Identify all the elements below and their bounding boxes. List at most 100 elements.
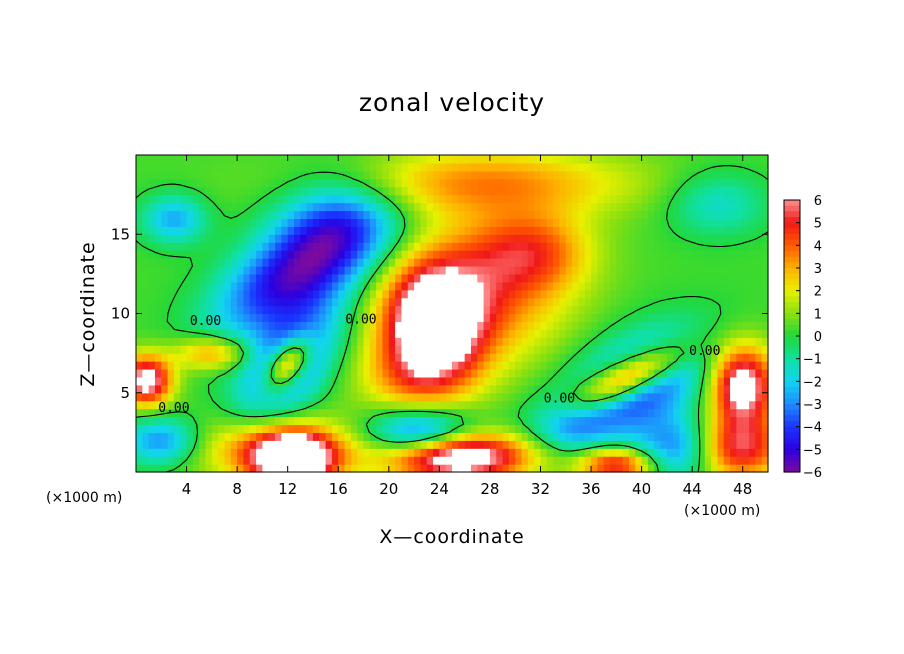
- field-cell: [376, 329, 384, 338]
- field-cell: [395, 162, 403, 172]
- field-cell: [527, 178, 535, 188]
- field-cell: [445, 258, 453, 267]
- field-cell: [603, 258, 611, 267]
- field-cell: [736, 408, 744, 418]
- field-cell: [483, 170, 491, 180]
- field-cell: [154, 210, 162, 219]
- field-cell: [654, 194, 662, 204]
- field-cell: [420, 265, 428, 275]
- field-cell: [641, 440, 649, 449]
- field-cell: [641, 368, 649, 378]
- field-cell: [673, 376, 681, 386]
- field-cell: [515, 265, 523, 275]
- field-cell: [591, 226, 598, 235]
- field-cell: [578, 265, 586, 275]
- field-cell: [357, 329, 365, 338]
- field-cell: [199, 218, 207, 227]
- field-cell: [635, 353, 643, 362]
- field-cell: [723, 194, 731, 204]
- field-cell: [167, 384, 175, 394]
- field-cell: [433, 170, 440, 180]
- field-cell: [319, 202, 327, 212]
- field-cell: [433, 361, 440, 370]
- field-cell: [591, 234, 598, 243]
- field-cell: [628, 321, 636, 330]
- field-cell: [142, 155, 150, 164]
- field-cell: [300, 368, 308, 378]
- field-cell: [230, 432, 238, 441]
- field-cell: [628, 464, 636, 473]
- field-cell: [199, 368, 207, 378]
- field-cell: [546, 440, 554, 449]
- field-cell: [344, 297, 352, 307]
- field-cell: [382, 456, 390, 465]
- field-cell: [180, 345, 188, 354]
- field-cell: [312, 456, 320, 465]
- field-cell: [704, 265, 712, 275]
- field-cell: [445, 329, 453, 338]
- field-cell: [502, 162, 510, 172]
- field-cell: [496, 448, 504, 457]
- field-cell: [603, 162, 611, 172]
- field-cell: [224, 218, 232, 227]
- colorbar-swatch: [784, 460, 800, 467]
- field-cell: [224, 155, 232, 164]
- field-cell: [154, 345, 162, 354]
- field-cell: [243, 194, 251, 204]
- field-cell: [319, 432, 327, 441]
- field-cell: [268, 242, 276, 251]
- field-cell: [470, 416, 478, 426]
- field-cell: [300, 258, 308, 267]
- field-cell: [407, 345, 415, 354]
- field-cell: [755, 329, 763, 338]
- field-cell: [420, 297, 428, 307]
- field-cell: [395, 186, 403, 196]
- field-cell: [470, 368, 478, 378]
- field-cell: [559, 162, 567, 172]
- field-cell: [180, 361, 188, 370]
- field-cell: [534, 226, 542, 235]
- field-cell: [388, 384, 396, 394]
- field-cell: [401, 392, 409, 402]
- field-cell: [559, 448, 567, 457]
- field-cell: [565, 408, 573, 418]
- field-cell: [401, 353, 409, 362]
- field-cell: [243, 265, 251, 275]
- field-cell: [597, 376, 605, 386]
- field-cell: [635, 361, 643, 370]
- field-cell: [578, 384, 586, 394]
- field-cell: [388, 345, 396, 354]
- field-cell: [237, 313, 245, 323]
- field-cell: [464, 361, 472, 370]
- field-cell: [306, 170, 314, 180]
- field-cell: [167, 202, 175, 212]
- field-cell: [666, 376, 674, 386]
- field-cell: [622, 392, 630, 402]
- field-cell: [192, 265, 200, 275]
- field-cell: [470, 218, 478, 227]
- field-cell: [616, 321, 624, 330]
- field-cell: [616, 234, 624, 243]
- field-cell: [154, 408, 162, 418]
- field-cell: [338, 234, 346, 243]
- field-cell: [230, 155, 238, 164]
- field-cell: [154, 424, 162, 433]
- field-cell: [508, 368, 516, 378]
- field-cell: [306, 226, 314, 235]
- field-cell: [338, 329, 346, 338]
- field-cell: [331, 408, 339, 418]
- field-cell: [300, 289, 308, 299]
- field-cell: [628, 178, 636, 188]
- field-cell: [698, 162, 706, 172]
- field-cell: [161, 155, 169, 164]
- field-cell: [136, 178, 143, 188]
- field-cell: [312, 162, 320, 172]
- field-cell: [711, 345, 719, 354]
- field-cell: [477, 329, 485, 338]
- field-cell: [331, 345, 339, 354]
- field-cell: [211, 202, 219, 212]
- field-cell: [350, 194, 358, 204]
- field-cell: [439, 400, 447, 410]
- field-cell: [230, 392, 238, 402]
- field-cell: [496, 408, 504, 418]
